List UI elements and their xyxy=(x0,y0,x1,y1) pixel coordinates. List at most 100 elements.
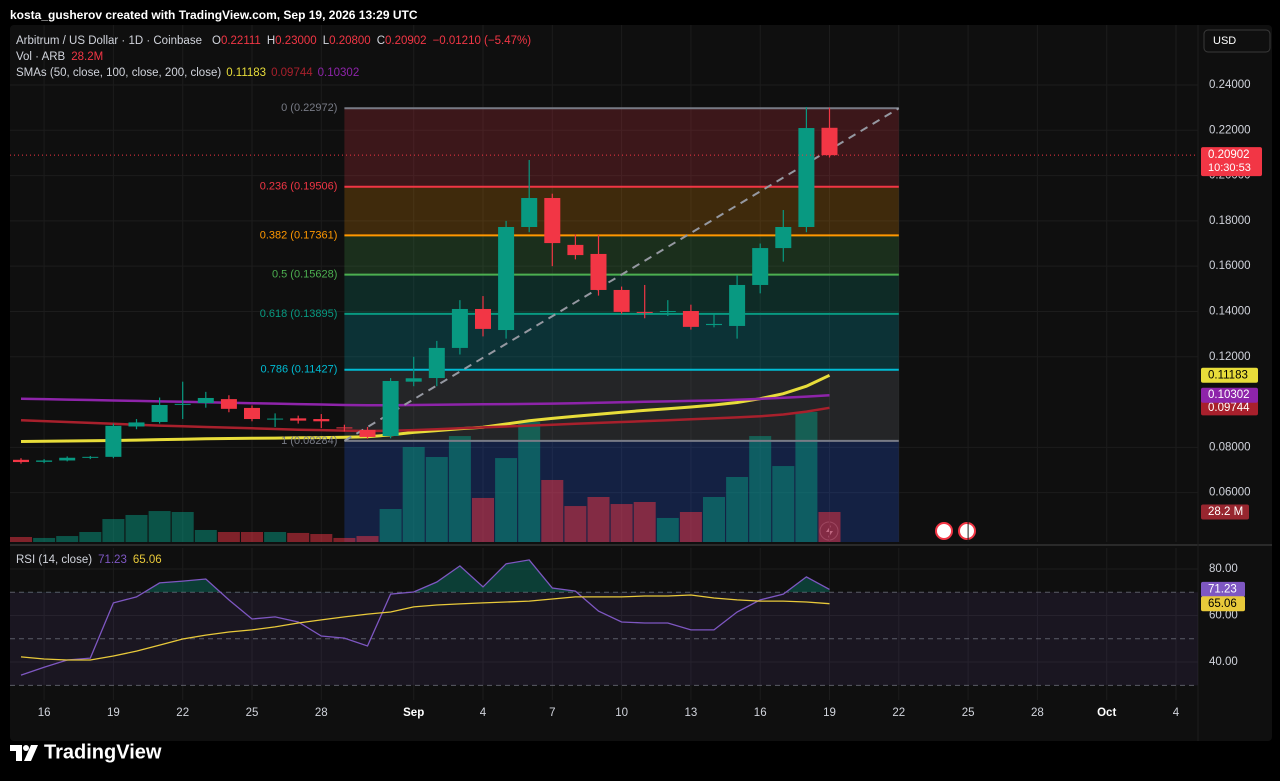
rsi-line xyxy=(20,594,830,661)
change: −0.01210 (−5.47%) xyxy=(433,35,532,47)
last-price-label: 0.20902 xyxy=(1208,149,1250,161)
candle-body xyxy=(59,457,76,461)
x-tick-label: 22 xyxy=(176,707,189,719)
fib-label: 0.618 (0.13895) xyxy=(260,308,338,320)
legend-rsi: RSI (14, close) 71.23 65.06 xyxy=(16,554,162,566)
ohlc-key: O xyxy=(212,35,221,47)
candle-body xyxy=(521,198,538,227)
candle-body xyxy=(220,399,237,409)
fib-label: 0.5 (0.15628) xyxy=(272,269,337,281)
rsi-tick-label: 80.00 xyxy=(1209,563,1238,575)
symbol-title: Arbitrum / US Dollar · 1D · Coinbase xyxy=(16,35,202,47)
sma-line xyxy=(20,406,830,433)
last-price-box xyxy=(1201,147,1262,177)
x-tick-label: 7 xyxy=(549,707,555,719)
candle-body xyxy=(451,308,468,348)
volume-bar xyxy=(10,537,32,542)
volume-bar xyxy=(333,537,356,542)
currency: USD xyxy=(1213,35,1236,47)
volume-bar xyxy=(356,536,379,542)
candle-body xyxy=(636,311,653,313)
x-tick-label: 22 xyxy=(892,707,905,719)
candle-body xyxy=(313,419,330,422)
volume-bar xyxy=(495,458,518,542)
legend-main: Arbitrum / US Dollar · 1D · Coinbase O0.2… xyxy=(16,35,531,47)
volume-bar xyxy=(749,436,772,542)
candle-body xyxy=(752,248,769,285)
volume-bar xyxy=(610,504,633,542)
candle-body xyxy=(105,425,122,457)
x-tick-label: 10 xyxy=(615,707,628,719)
candle-body xyxy=(428,347,445,379)
volume-bar xyxy=(125,514,148,542)
fib-label: 0.786 (0.11427) xyxy=(261,364,338,376)
logo xyxy=(10,745,38,761)
y-tick-label: 0.22000 xyxy=(1209,124,1251,136)
event-flag[interactable] xyxy=(958,522,976,540)
y-tick-label: 0.18000 xyxy=(1209,215,1251,227)
volume-bar xyxy=(148,511,171,542)
fib-label: 0.236 (0.19506) xyxy=(260,181,338,193)
candle-body xyxy=(82,456,99,458)
candle-body xyxy=(382,380,399,437)
candle-body xyxy=(151,404,168,422)
candle-body xyxy=(244,407,260,420)
event-flag[interactable] xyxy=(935,522,953,540)
candle-body xyxy=(359,429,376,437)
sma-legend-value: 0.10302 xyxy=(318,67,360,79)
rsi-value-box xyxy=(1201,581,1245,597)
y-tick-label: 0.08000 xyxy=(1209,441,1251,453)
fib-label: 0.382 (0.17361) xyxy=(260,229,338,241)
y-tick-label: 0.16000 xyxy=(1209,260,1251,272)
volume-bar xyxy=(310,534,333,542)
volume-bar xyxy=(287,532,310,542)
volume-bar xyxy=(772,466,795,542)
volume-bar xyxy=(587,497,610,542)
volume-bar xyxy=(818,512,841,542)
logo-mark xyxy=(23,745,29,751)
ohlc-key: C xyxy=(377,35,385,47)
rsi-title: RSI (14, close) xyxy=(16,554,92,566)
volume-bar xyxy=(633,502,656,542)
ohlc-value: 0.22111 xyxy=(221,35,261,47)
volume-bar xyxy=(703,497,725,542)
candle-body xyxy=(13,459,29,463)
candle-body xyxy=(174,403,191,405)
volume-bar xyxy=(102,519,125,542)
candle-body xyxy=(682,311,699,327)
volume-bar xyxy=(402,447,425,542)
rsi-value-label: 71.23 xyxy=(1208,583,1237,595)
volume-bar xyxy=(171,512,194,542)
x-tick-label: 19 xyxy=(107,707,120,719)
x-tick-label: 25 xyxy=(246,707,259,719)
rsi-value-box xyxy=(1201,596,1245,612)
x-tick-label: 25 xyxy=(962,707,975,719)
x-tick-label: Oct xyxy=(1097,707,1116,719)
volume-bar xyxy=(541,479,564,542)
volume-value-box xyxy=(1201,504,1249,520)
sma-legend-value: 0.11183 xyxy=(226,67,266,79)
volume-bar xyxy=(518,422,541,542)
candle-body xyxy=(267,418,284,420)
legend-sma: SMAs (50, close, 100, close, 200, close)… xyxy=(16,67,359,79)
volume-bar xyxy=(425,457,448,542)
x-tick-label: 4 xyxy=(1173,707,1180,719)
sma-value-box xyxy=(1201,387,1258,403)
fib-label: 1 (0.08284) xyxy=(281,435,337,447)
volume-bar xyxy=(241,532,263,542)
header: kosta_gusherov created with TradingView.… xyxy=(10,8,418,22)
y-tick-label: 0.14000 xyxy=(1209,305,1251,317)
volume-bar xyxy=(564,506,587,542)
candle-body xyxy=(498,226,515,331)
sma-line xyxy=(20,393,830,407)
candle-body xyxy=(475,308,491,329)
candle-body xyxy=(36,460,53,462)
volume-bar xyxy=(795,412,818,542)
brand: TradingView xyxy=(44,741,162,763)
currency-button[interactable] xyxy=(1203,29,1271,53)
rsi-tick-label: 40.00 xyxy=(1209,656,1238,668)
sma-value-label: 0.09744 xyxy=(1208,402,1250,414)
chart-panel xyxy=(10,25,1272,741)
